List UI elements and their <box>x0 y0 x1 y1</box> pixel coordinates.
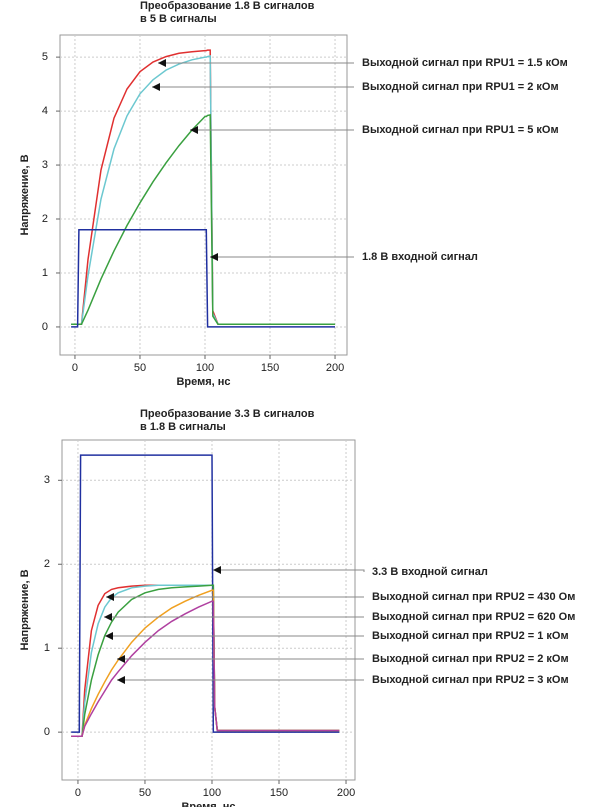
arrowhead <box>104 613 112 621</box>
series-label: Выходной сигнал при RPU1 = 5 кОм <box>362 124 559 136</box>
arrowhead <box>210 253 218 261</box>
y-axis-label: Напряжение, В <box>19 569 31 650</box>
x-tick-label: 50 <box>134 362 146 374</box>
y-tick-label: 1 <box>42 267 48 279</box>
arrowhead <box>105 632 113 640</box>
x-tick-label: 100 <box>203 787 221 799</box>
series-label: Выходной сигнал при RPU1 = 1.5 кОм <box>362 57 568 69</box>
chart-title: в 5 В сигналы <box>140 13 217 25</box>
y-tick-label: 2 <box>42 213 48 225</box>
arrowhead <box>117 676 125 684</box>
series-label: Выходной сигнал при RPU2 = 3 кОм <box>372 674 569 686</box>
y-tick-label: 1 <box>44 642 50 654</box>
arrowhead <box>158 59 166 67</box>
series-label: Выходной сигнал при RPU2 = 430 Ом <box>372 591 575 603</box>
y-tick-label: 0 <box>42 321 48 333</box>
series-label: 1.8 В входной сигнал <box>362 251 478 263</box>
chart-title: Преобразование 3.3 В сигналов <box>140 408 315 420</box>
x-axis-label: Время, нс <box>181 801 235 807</box>
y-tick-label: 4 <box>42 105 48 117</box>
x-tick-label: 150 <box>270 787 288 799</box>
x-tick-label: 150 <box>261 362 279 374</box>
series-label: Выходной сигнал при RPU2 = 2 кОм <box>372 653 569 665</box>
y-tick-label: 5 <box>42 51 48 63</box>
plot-area <box>61 439 356 781</box>
series-label: Выходной сигнал при RPU2 = 1 кОм <box>372 630 569 642</box>
series-line <box>71 600 340 738</box>
series-line <box>71 454 340 733</box>
arrowhead <box>117 655 125 663</box>
x-tick-label: 100 <box>196 362 214 374</box>
y-tick-label: 3 <box>44 474 50 486</box>
annotation-line <box>213 569 365 572</box>
x-tick-label: 0 <box>75 787 81 799</box>
arrowhead <box>152 83 160 91</box>
x-tick-label: 50 <box>139 787 151 799</box>
series-line <box>71 113 335 325</box>
series-line <box>71 229 335 328</box>
series-label: Выходной сигнал при RPU2 = 620 Ом <box>372 611 575 623</box>
y-tick-label: 2 <box>44 558 50 570</box>
y-axis-label: Напряжение, В <box>19 154 31 235</box>
arrowhead <box>213 566 221 574</box>
x-axis-label: Время, нс <box>176 376 230 388</box>
chart-title: в 1.8 В сигналы <box>140 421 226 433</box>
arrowhead <box>190 126 198 134</box>
series-label: Выходной сигнал при RPU1 = 2 кОм <box>362 81 559 93</box>
x-tick-label: 200 <box>337 787 355 799</box>
chart-title: Преобразование 1.8 В сигналов <box>140 0 315 12</box>
x-tick-label: 200 <box>326 362 344 374</box>
plot-area <box>59 34 348 356</box>
y-tick-label: 0 <box>44 726 50 738</box>
y-tick-label: 3 <box>42 159 48 171</box>
arrowhead <box>106 593 114 601</box>
series-label: 3.3 В входной сигнал <box>372 566 488 578</box>
x-tick-label: 0 <box>72 362 78 374</box>
